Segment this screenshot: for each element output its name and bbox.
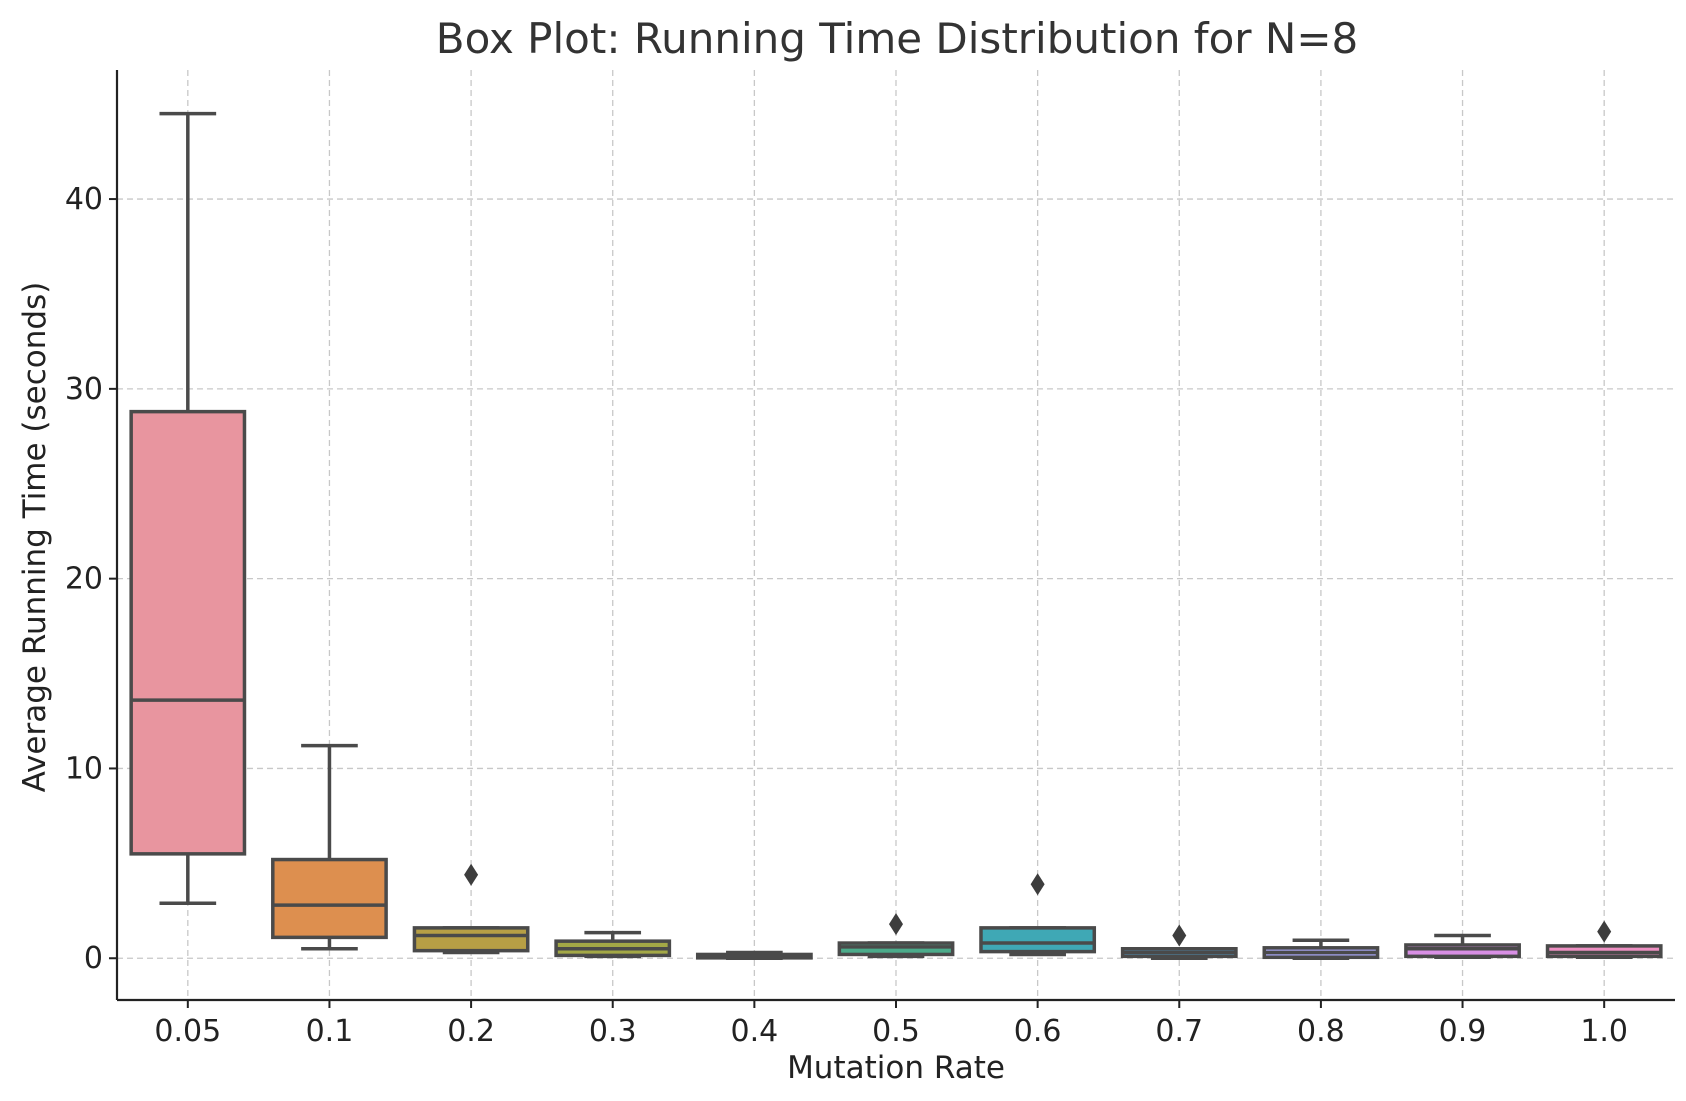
box-iqr [412,926,530,953]
box-group [1120,924,1238,960]
box-group [129,111,247,905]
box-iqr [837,941,955,957]
boxes [129,111,1663,960]
box-iqr [979,926,1097,954]
x-tick-label: 0.4 [731,1014,779,1049]
box-group [1404,933,1521,960]
x-tick-label: 0.1 [306,1014,354,1049]
x-tick-label: 0.7 [1155,1014,1203,1049]
box-group [271,743,388,951]
box-iqr [1404,943,1521,959]
outlier-point [1172,924,1187,947]
chart-title: Box Plot: Running Time Distribution for … [436,14,1358,63]
y-tick-label: 20 [65,562,103,597]
box-group [1545,920,1663,960]
x-tick-label: 0.9 [1439,1014,1487,1049]
box-iqr [271,857,388,940]
x-axis-label: Mutation Rate [787,1050,1005,1086]
box-group [979,873,1097,957]
box-iqr [129,409,247,856]
grid [117,70,1675,1000]
outlier-point [464,863,479,886]
x-tick-label: 0.2 [447,1014,495,1049]
box-group [695,950,813,960]
y-axis-label: Average Running Time (seconds) [17,282,53,793]
x-tick-label: 0.8 [1297,1014,1345,1049]
y-tick-label: 30 [65,372,103,407]
x-tick-label: 0.05 [154,1014,221,1049]
box-group [412,863,530,955]
outlier-point [889,913,903,936]
box-group [1262,938,1380,960]
x-tick-label: 0.3 [589,1014,637,1049]
x-tick-label: 0.6 [1014,1014,1062,1049]
y-tick-label: 40 [65,182,103,217]
y-tick-label: 10 [65,751,103,786]
y-tick-label: 0 [84,941,103,976]
outlier-point [1030,873,1045,896]
box-group [837,913,955,959]
x-tick-label: 1.0 [1580,1014,1628,1049]
y-ticks: 0 10 20 30 40 [65,182,117,976]
outlier-point [1597,920,1612,943]
x-ticks: 0.05 0.1 0.2 0.3 0.4 0.5 0.6 0.7 0.8 0.9 1.0 [154,1000,1628,1049]
box-group [554,930,672,959]
x-tick-label: 0.5 [872,1014,920,1049]
